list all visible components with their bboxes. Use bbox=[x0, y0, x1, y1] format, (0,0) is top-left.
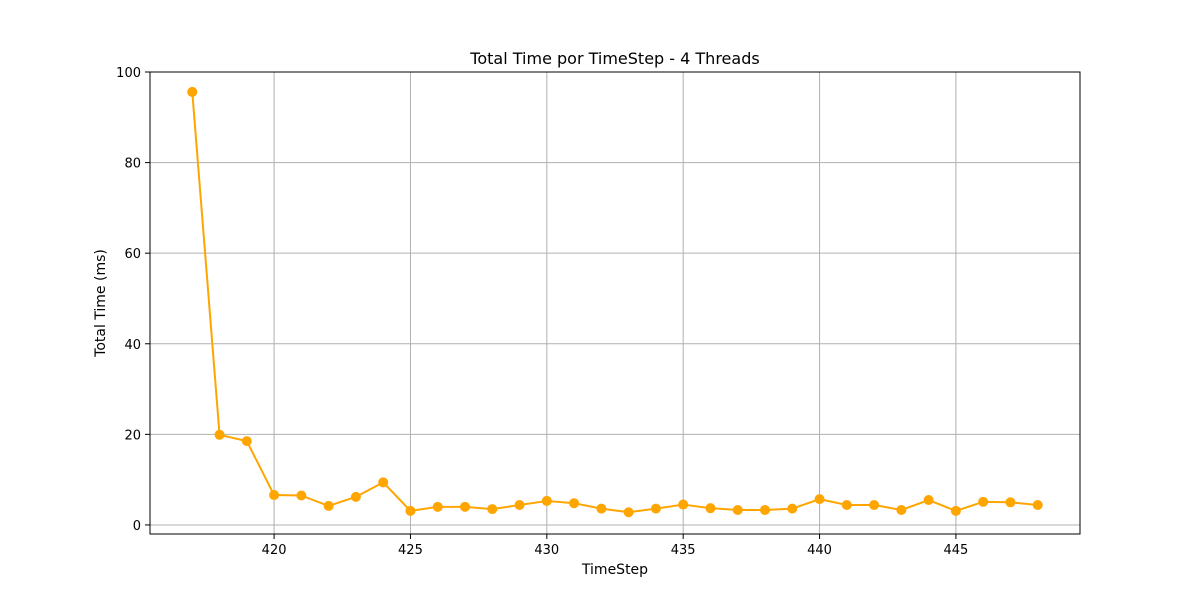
data-point bbox=[760, 504, 770, 515]
data-point bbox=[841, 500, 852, 511]
chart-title: Total Time por TimeStep - 4 Threads bbox=[469, 49, 759, 68]
y-tick-label: 100 bbox=[116, 66, 141, 81]
data-point bbox=[350, 491, 361, 502]
y-tick-label: 40 bbox=[124, 338, 141, 353]
data-point bbox=[705, 503, 716, 514]
data-point bbox=[1005, 497, 1016, 508]
x-tick-label: 440 bbox=[807, 543, 832, 558]
axes-frame bbox=[149, 71, 1081, 535]
y-tick-label: 20 bbox=[124, 428, 141, 443]
x-tick-label: 420 bbox=[262, 543, 287, 558]
data-point bbox=[569, 498, 580, 509]
y-tick-label: 60 bbox=[124, 247, 141, 262]
data-point bbox=[950, 505, 961, 516]
data-point bbox=[732, 504, 743, 515]
data-point bbox=[187, 86, 198, 97]
data-point bbox=[923, 495, 934, 506]
data-point bbox=[814, 494, 825, 505]
data-point bbox=[296, 490, 307, 501]
data-point bbox=[1032, 500, 1043, 511]
series-layer bbox=[187, 86, 1043, 518]
grid bbox=[150, 71, 1080, 534]
data-point bbox=[541, 495, 552, 506]
data-point bbox=[378, 477, 389, 488]
data-point bbox=[978, 496, 989, 507]
data-point bbox=[650, 503, 661, 514]
data-point bbox=[623, 507, 634, 518]
data-point bbox=[596, 503, 607, 514]
y-tick-label: 80 bbox=[124, 157, 141, 172]
axis-ticks: 420 425 430 435 440 445 0 20 40 60 80 100 bbox=[116, 66, 968, 558]
x-tick-label: 435 bbox=[671, 543, 696, 558]
data-point bbox=[323, 500, 334, 511]
x-axis-label: TimeStep bbox=[581, 562, 648, 578]
x-tick-label: 430 bbox=[534, 543, 559, 558]
x-tick-label: 445 bbox=[943, 543, 968, 558]
data-point bbox=[214, 429, 225, 440]
y-axis-label: Total Time (ms) bbox=[93, 249, 109, 358]
data-point bbox=[787, 503, 798, 514]
data-point bbox=[678, 499, 689, 510]
data-point bbox=[514, 500, 525, 511]
data-point bbox=[896, 504, 907, 515]
x-tick-label: 425 bbox=[398, 543, 423, 558]
data-point bbox=[405, 505, 416, 516]
data-point bbox=[869, 500, 880, 511]
y-tick-label: 0 bbox=[133, 519, 141, 534]
data-point bbox=[241, 436, 252, 447]
data-point bbox=[269, 490, 280, 501]
data-point bbox=[460, 501, 470, 512]
data-point bbox=[432, 501, 443, 512]
data-point bbox=[487, 504, 498, 515]
